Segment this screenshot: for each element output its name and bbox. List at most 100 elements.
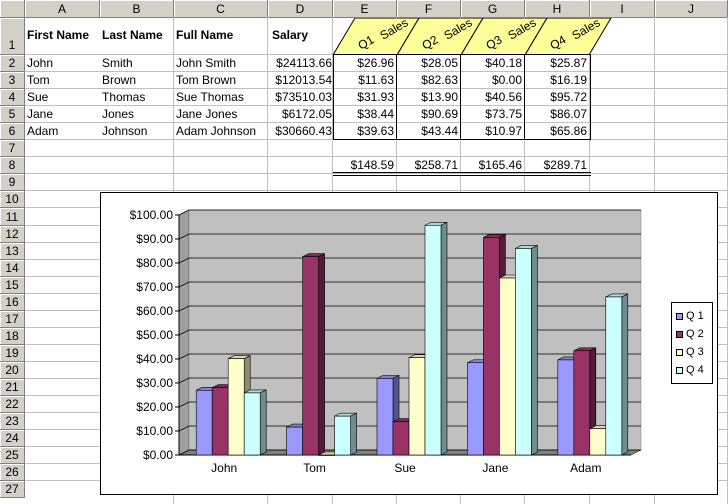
cell-full-name[interactable]: John Smith (176, 56, 237, 70)
row-header[interactable]: 22 (0, 396, 25, 413)
cell-full-name[interactable]: Jane Jones (176, 107, 238, 121)
cell-quarter-sales[interactable]: $38.44 (357, 107, 394, 121)
column-header[interactable]: A (25, 0, 100, 18)
gridline (25, 139, 728, 140)
row-header[interactable]: 5 (0, 106, 25, 123)
sales-header-cell[interactable] (396, 18, 484, 55)
row-header[interactable]: 23 (0, 413, 25, 430)
legend-item[interactable]: Q 2 (676, 327, 704, 341)
row-header[interactable]: 21 (0, 379, 25, 396)
cell-quarter-total[interactable]: $165.46 (478, 158, 522, 172)
row-header[interactable]: 19 (0, 345, 25, 362)
cell-quarter-sales[interactable]: $65.86 (550, 124, 587, 138)
cell-last-name[interactable]: Brown (102, 73, 137, 87)
column-header[interactable]: J (655, 0, 728, 18)
cell-last-name[interactable]: Jones (102, 107, 135, 121)
cell-salary[interactable]: $24113.66 (276, 56, 332, 70)
row-header[interactable]: 27 (0, 481, 25, 498)
row-header[interactable]: 3 (0, 72, 25, 89)
row-header[interactable]: 2 (0, 55, 25, 72)
cell-first-name[interactable]: Jane (27, 107, 54, 121)
cell-quarter-sales[interactable]: $25.87 (550, 56, 587, 70)
cell-last-name[interactable]: Johnson (102, 124, 148, 138)
cell-quarter-sales[interactable]: $16.19 (550, 73, 587, 87)
cell-full-name[interactable]: Sue Thomas (176, 90, 244, 104)
cell-quarter-sales[interactable]: $40.56 (485, 90, 522, 104)
cell-full-name[interactable]: Adam Johnson (176, 124, 257, 138)
row-header[interactable]: 8 (0, 157, 25, 174)
row-header[interactable]: 11 (0, 208, 25, 226)
row-header[interactable]: 1 (0, 18, 25, 55)
cell-quarter-sales[interactable]: $10.97 (485, 124, 522, 138)
row-header[interactable]: 26 (0, 464, 25, 481)
cell-salary[interactable]: $73510.03 (275, 90, 332, 104)
column-header[interactable]: D (268, 0, 333, 18)
column-header[interactable]: H (525, 0, 590, 18)
cell-last-name[interactable]: Thomas (102, 90, 146, 104)
cell-quarter-sales[interactable]: $82.63 (421, 73, 458, 87)
row-header[interactable]: 10 (0, 191, 25, 208)
cell-quarter-sales[interactable]: $26.96 (357, 56, 394, 70)
legend-item[interactable]: Q 1 (676, 309, 704, 323)
cell-quarter-sales[interactable]: $11.63 (358, 73, 394, 87)
cell-quarter-sales[interactable]: $31.93 (357, 90, 394, 104)
row-header[interactable]: 13 (0, 243, 25, 260)
header-last-name[interactable]: Last Name (102, 28, 163, 42)
cell-quarter-total[interactable]: $258.71 (414, 158, 458, 172)
cell-salary[interactable]: $30660.43 (275, 124, 332, 138)
cell-salary[interactable]: $6172.05 (281, 107, 332, 121)
cell-quarter-sales[interactable]: $0.00 (491, 73, 522, 87)
cell-quarter-sales[interactable]: $90.69 (421, 107, 458, 121)
row-header[interactable]: 7 (0, 140, 25, 157)
column-header[interactable]: F (397, 0, 461, 18)
row-header[interactable]: 16 (0, 294, 25, 311)
column-header[interactable]: B (100, 0, 174, 18)
cell-quarter-sales[interactable]: $40.18 (485, 56, 522, 70)
chart-legend[interactable]: Q 1 Q 2 Q 3 Q 4 (671, 302, 713, 384)
sales-header-cell[interactable] (524, 18, 612, 55)
select-all-corner[interactable] (0, 0, 25, 18)
row-header[interactable]: 9 (0, 174, 25, 191)
cell-quarter-sales[interactable]: $43.44 (421, 124, 458, 138)
legend-item[interactable]: Q 3 (676, 345, 704, 359)
cell-quarter-total[interactable]: $148.59 (350, 158, 394, 172)
sales-chart[interactable]: $0.00 $10.00 $20.00 $30.00 $40.00 $50.00 $60.0… (100, 192, 718, 495)
sales-header-cell[interactable] (333, 18, 420, 55)
header-full-name[interactable]: Full Name (176, 28, 234, 42)
column-header[interactable]: I (590, 0, 655, 18)
row-header[interactable]: 20 (0, 362, 25, 379)
cell-quarter-sales[interactable]: $73.75 (485, 107, 522, 121)
row-header[interactable]: 24 (0, 430, 25, 447)
row-header[interactable]: 17 (0, 311, 25, 328)
header-salary[interactable]: Salary (272, 28, 309, 42)
row-header[interactable]: 18 (0, 328, 25, 345)
cell-full-name[interactable]: Tom Brown (176, 73, 237, 87)
bar (211, 387, 229, 456)
legend-item[interactable]: Q 4 (676, 363, 704, 377)
column-header[interactable]: E (333, 0, 397, 18)
cell-first-name[interactable]: Tom (27, 73, 50, 87)
cell-quarter-sales[interactable]: $95.72 (550, 90, 587, 104)
cell-salary[interactable]: $12013.54 (275, 73, 332, 87)
header-first-name[interactable]: First Name (27, 28, 90, 42)
cell-quarter-sales[interactable]: $39.63 (357, 124, 394, 138)
cell-last-name[interactable]: Smith (102, 56, 133, 70)
cell-quarter-sales[interactable]: $86.07 (550, 107, 587, 121)
row-header[interactable]: 25 (0, 447, 25, 464)
row-header[interactable]: 12 (0, 226, 25, 243)
row-header[interactable]: 6 (0, 123, 25, 140)
cell-first-name[interactable]: Adam (27, 124, 59, 138)
sales-header-cell[interactable] (460, 18, 548, 55)
cell-first-name[interactable]: John (27, 56, 54, 70)
cell-quarter-total[interactable]: $289.71 (543, 158, 587, 172)
cell-first-name[interactable]: Sue (27, 90, 49, 104)
row-header[interactable]: 4 (0, 89, 25, 106)
cell-quarter-sales[interactable]: $13.90 (421, 90, 458, 104)
row-header[interactable]: 14 (0, 260, 25, 277)
legend-swatch (676, 366, 683, 374)
column-header[interactable]: G (461, 0, 525, 18)
cell-quarter-sales[interactable]: $28.05 (421, 56, 458, 70)
column-header[interactable]: C (174, 0, 268, 18)
row-header[interactable]: 15 (0, 277, 25, 294)
